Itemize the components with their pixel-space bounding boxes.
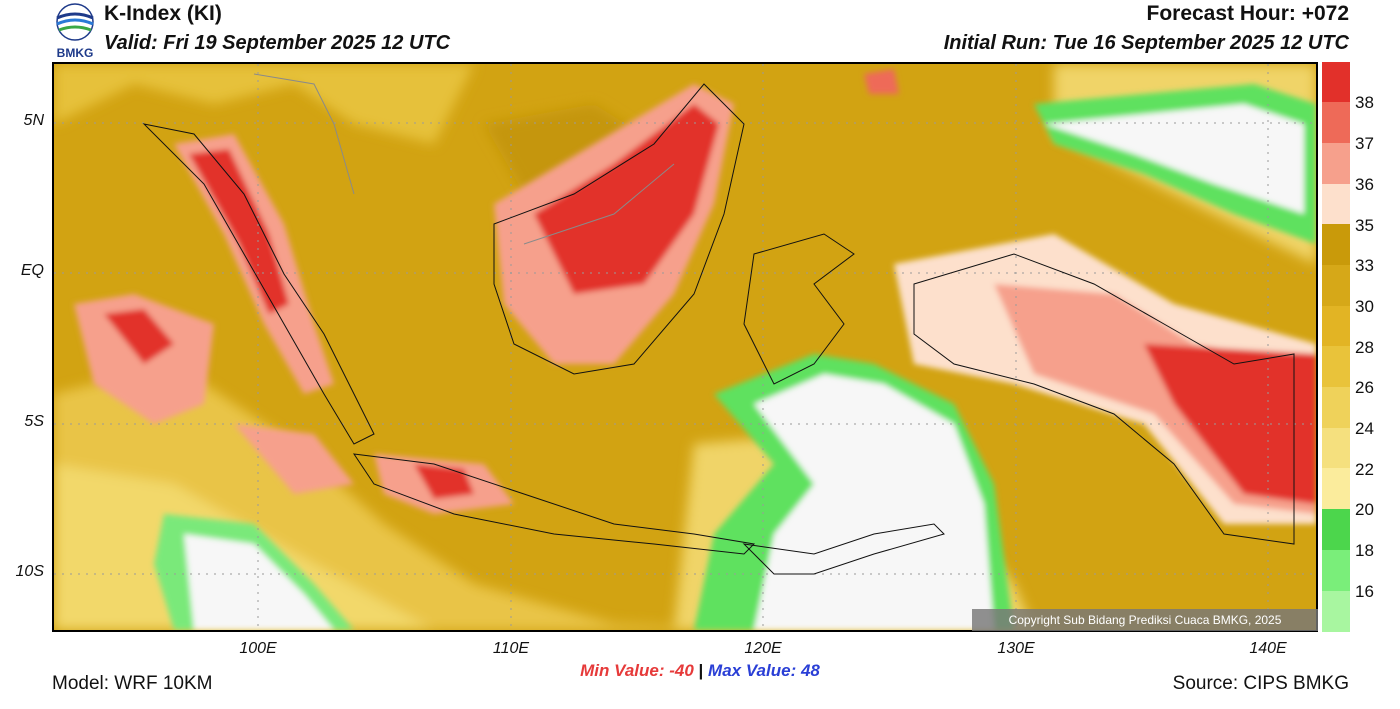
colorbar-segment	[1322, 62, 1350, 102]
lat-label-eq: EQ	[20, 262, 44, 279]
country-borders	[253, 73, 675, 245]
coast-borneo	[493, 83, 745, 375]
coastlines	[142, 83, 1295, 575]
lat-label-5s: 5S	[24, 413, 44, 430]
model-name: Model: WRF 10KM	[52, 673, 213, 694]
field-light-north	[54, 64, 474, 144]
colorbar-segment	[1322, 265, 1350, 306]
colorbar-segment	[1322, 550, 1350, 591]
high-region-borneo-red	[534, 104, 719, 294]
high-region-west-red	[104, 309, 174, 364]
lat-label-5n: 5N	[23, 112, 44, 129]
high-region-north-small	[864, 69, 899, 94]
bmkg-logo: BMKG	[52, 2, 98, 60]
lon-label-110e: 110E	[492, 640, 530, 657]
colorbar-label-22: 22	[1355, 460, 1374, 479]
valid-time: Valid: Fri 19 September 2025 12 UTC	[104, 32, 451, 54]
copyright-notice: Copyright Sub Bidang Prediksi Cuaca BMKG…	[972, 609, 1318, 631]
lon-label-100e: 100E	[239, 640, 277, 657]
colorbar-segment	[1322, 306, 1350, 346]
colorbar-label-28: 28	[1355, 338, 1374, 357]
low-region-northeast-white	[1044, 104, 1304, 214]
low-region-banda-white	[754, 374, 994, 630]
lon-label-130e: 130E	[997, 640, 1035, 657]
border-borneo	[523, 163, 675, 245]
colorbar-label-33: 33	[1355, 256, 1374, 275]
colorbar	[1322, 62, 1350, 632]
colorbar-segment	[1322, 346, 1350, 387]
bmkg-logo-icon: BMKG	[56, 3, 94, 60]
k-index-map	[52, 62, 1318, 632]
colorbar-label-35: 35	[1355, 216, 1374, 235]
low-region-southwest-white	[184, 534, 334, 630]
colorbar-segment	[1322, 102, 1350, 143]
max-value: Max Value: 48	[708, 661, 820, 680]
min-max-values: Min Value: -40 | Max Value: 48	[0, 661, 1400, 681]
lon-label-120e: 120E	[744, 640, 782, 657]
border-malay-peninsula	[253, 73, 355, 195]
forecast-hour: Forecast Hour: +072	[1146, 2, 1350, 25]
colorbar-segment	[1322, 591, 1350, 632]
colorbar-segment	[1322, 224, 1350, 265]
colorbar-label-26: 26	[1355, 378, 1374, 397]
coast-sulawesi	[743, 233, 855, 385]
lat-label-10s: 10S	[15, 563, 44, 580]
logo-text: BMKG	[57, 46, 94, 60]
min-value: Min Value: -40	[580, 661, 694, 680]
colorbar-label-16: 16	[1355, 582, 1374, 601]
colorbar-segment	[1322, 428, 1350, 468]
colorbar-label-18: 18	[1355, 541, 1374, 560]
colorbar-segment	[1322, 387, 1350, 428]
coast-nusa-tenggara	[742, 523, 945, 575]
high-region-southwest-pink	[234, 424, 354, 494]
data-source: Source: CIPS BMKG	[1172, 673, 1349, 694]
colorbar-label-24: 24	[1355, 419, 1374, 438]
coast-sumatra	[142, 123, 375, 445]
initial-run: Initial Run: Tue 16 September 2025 12 UT…	[943, 32, 1349, 54]
colorbar-label-30: 30	[1355, 297, 1374, 316]
lon-label-140e: 140E	[1249, 640, 1287, 657]
colorbar-label-36: 36	[1355, 175, 1374, 194]
colorbar-segment	[1322, 184, 1350, 224]
colorbar-label-38: 38	[1355, 93, 1374, 112]
chart-title: K-Index (KI)	[104, 2, 222, 25]
colorbar-segment	[1322, 509, 1350, 550]
colorbar-label-20: 20	[1355, 500, 1374, 519]
min-max-separator: |	[698, 661, 704, 680]
colorbar-segment	[1322, 143, 1350, 184]
map-canvas	[54, 64, 1316, 630]
colorbar-segment	[1322, 468, 1350, 509]
colorbar-label-37: 37	[1355, 134, 1374, 153]
coast-papua	[913, 253, 1295, 545]
